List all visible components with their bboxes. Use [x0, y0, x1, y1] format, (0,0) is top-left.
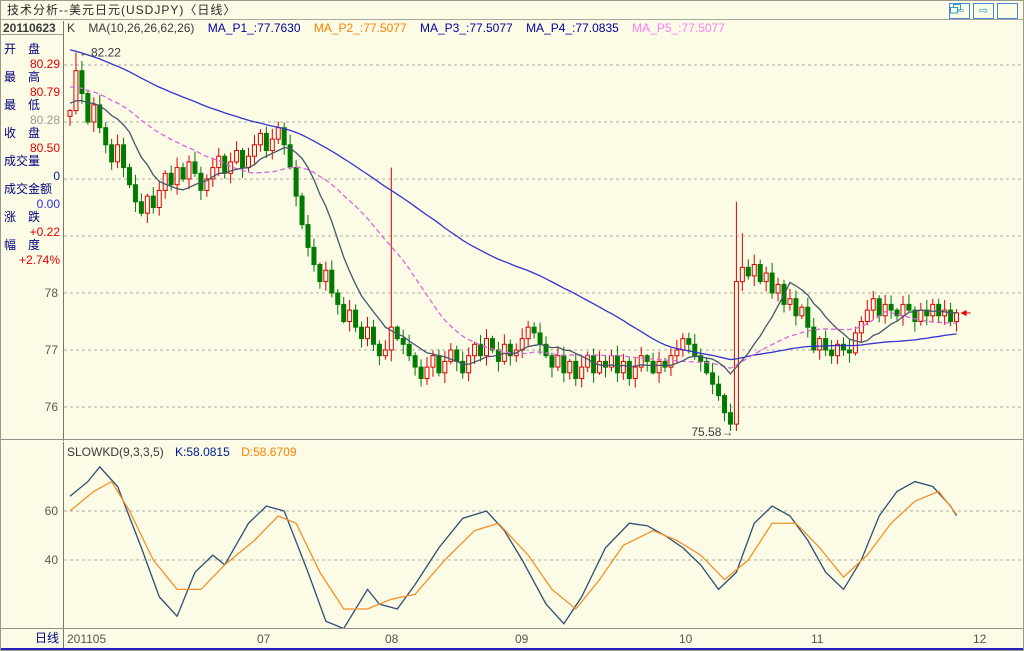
ma-p1-value: MA_P1_:77.7630 — [207, 21, 301, 35]
time-tick-label: 10 — [679, 632, 693, 646]
ma-p2-value: MA_P2_:77.5077 — [313, 21, 407, 35]
price-tick-label: 77 — [44, 343, 58, 357]
sidebar-date-cell — [1, 21, 63, 35]
cascade-windows-icon — [950, 4, 961, 14]
next-arrow-button[interactable]: ⇨ — [973, 3, 994, 19]
titlebar: 技术分析--美元日元(USDJPY)〈日线〉 ⇦ ⇨ — [1, 1, 1023, 20]
slowkd-header: SLOWKD(9,3,3,5) K:58.0815 D:58.6709 — [67, 445, 305, 459]
window-bottom-border — [1, 648, 1023, 650]
svg-text:75.58→: 75.58→ — [691, 425, 733, 439]
time-tick-label: 11 — [811, 632, 824, 646]
quote-close-row: 收 盘 80.50 — [1, 124, 63, 155]
slowkd-chart[interactable]: SLOWKD(9,3,3,5) K:58.0815 D:58.6709 — [64, 442, 1024, 628]
open-label: 开 盘 — [4, 42, 41, 56]
kd-tick-label: 60 — [44, 504, 58, 518]
turnover-label: 成交金额 — [4, 182, 53, 196]
high-value: 80.79 — [29, 85, 60, 99]
kd-tick-label: 40 — [44, 553, 58, 567]
price-tick-label: 76 — [44, 400, 58, 414]
ma-function-label: MA(10,26,26,62,26) — [88, 21, 195, 35]
time-tick-label: 08 — [385, 632, 399, 646]
time-axis-bar: 日线 201105 07 08 09 10 11 12 — [1, 628, 1023, 648]
slowkd-d-value: D:58.6709 — [241, 445, 297, 459]
volume-label: 成交量 — [4, 154, 41, 168]
low-label: 最 低 — [4, 98, 41, 112]
candlestick-chart[interactable]: ←82.22 75.58→ — [64, 21, 1024, 439]
slowkd-chart-canvas[interactable] — [64, 442, 1024, 628]
quote-open-row: 开 盘 80.29 — [1, 40, 63, 71]
time-tick-label: 12 — [973, 632, 987, 646]
volume-value: 0 — [53, 169, 60, 183]
panel-splitter[interactable] — [1, 439, 1023, 442]
range-value: +2.74% — [18, 253, 60, 267]
price-tick-label: 78 — [44, 286, 58, 300]
window-controls: ⇦ ⇨ — [949, 3, 1018, 19]
quote-volume-row: 成交量 0 — [1, 152, 63, 183]
ma-p3-value: MA_P3_:77.5077 — [419, 21, 513, 35]
low-value: 80.28 — [29, 113, 60, 127]
window-title: 技术分析--美元日元(USDJPY)〈日线〉 — [7, 3, 237, 17]
indicator-header: K MA(10,26,26,62,26) MA_P1_:77.7630 MA_P… — [67, 21, 735, 35]
slowkd-k-value: K:58.0815 — [175, 445, 230, 459]
quote-low-row: 最 低 80.28 — [1, 96, 63, 127]
close-label: 收 盘 — [4, 126, 41, 140]
prev-arrow-button[interactable]: ⇦ — [949, 3, 970, 19]
high-label: 最 高 — [4, 70, 41, 84]
cascade-windows-button[interactable] — [950, 3, 1018, 19]
quote-rows: 开 盘 80.29 最 高 80.79 最 低 80.28 收 盘 80.50 … — [1, 35, 63, 267]
quote-high-row: 最 高 80.79 — [1, 68, 63, 99]
time-tick-label: 09 — [515, 632, 529, 646]
close-value: 80.50 — [29, 141, 60, 155]
range-label: 幅 度 — [4, 238, 41, 252]
quote-sidebar: 开 盘 80.29 最 高 80.79 最 低 80.28 收 盘 80.50 … — [1, 21, 64, 628]
quote-change-row: 涨 跌 +0.22 — [1, 208, 63, 239]
time-tick-label: 201105 — [67, 632, 107, 646]
period-label[interactable]: 日线 — [1, 629, 64, 648]
quote-range-row: 幅 度 +2.74% — [1, 236, 63, 267]
cursor-date: 20110623 — [3, 21, 56, 35]
change-label: 涨 跌 — [4, 210, 41, 224]
candlestick-chart-canvas[interactable]: ←82.22 75.58→ — [64, 21, 1024, 439]
open-value: 80.29 — [29, 57, 60, 71]
ma-p5-value: MA_P5_:77.5077 — [632, 21, 725, 35]
turnover-value: 0.00 — [36, 197, 60, 211]
time-tick-label: 07 — [257, 632, 271, 646]
slowkd-function-label: SLOWKD(9,3,3,5) — [67, 445, 164, 459]
series-key-label: K — [67, 21, 76, 35]
svg-text:←82.22: ←82.22 — [79, 45, 121, 59]
ma-p4-value: MA_P4_:77.0835 — [526, 21, 619, 35]
quote-turnover-row: 成交金额 0.00 — [1, 180, 63, 211]
change-value: +0.22 — [29, 225, 60, 239]
